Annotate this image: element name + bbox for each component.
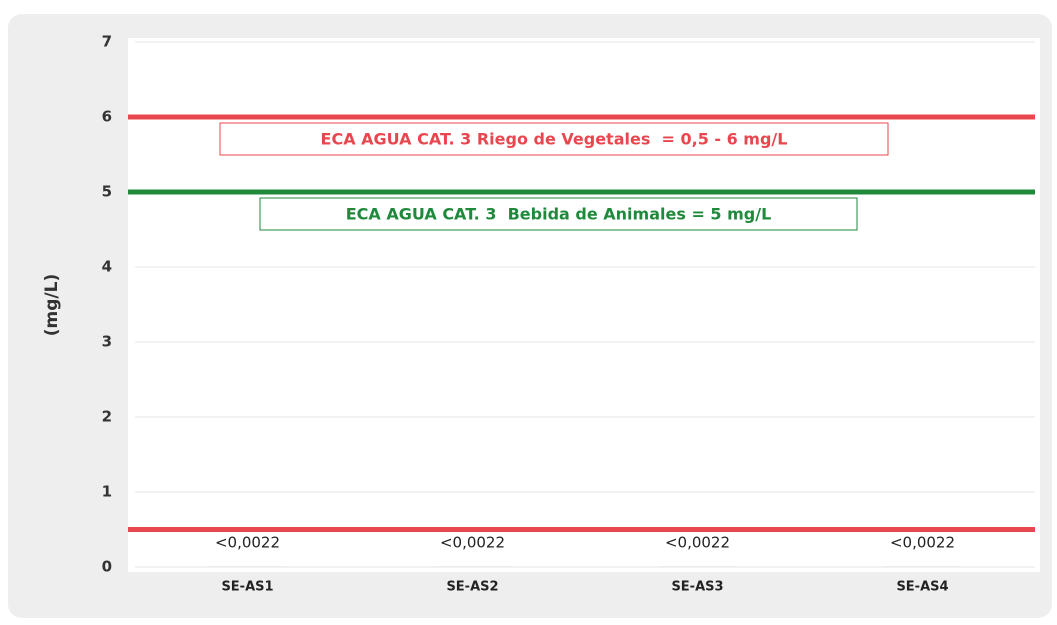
- annotation-box: [219, 122, 889, 156]
- value-label: <0,0022: [890, 533, 955, 551]
- value-label: <0,0022: [215, 533, 280, 551]
- y-tick-label: 6: [102, 108, 112, 126]
- x-tick-label: SE-AS1: [221, 580, 273, 595]
- y-tick-label: 1: [102, 483, 112, 501]
- y-tick-label: 5: [102, 183, 112, 201]
- annotation: ECA AGUA CAT. 3 Riego de Vegetales = 0,5…: [321, 130, 788, 149]
- x-tick-label: SE-AS3: [671, 580, 723, 595]
- value-label: <0,0022: [665, 533, 730, 551]
- y-tick-label: 0: [102, 558, 112, 576]
- y-tick-label: 7: [102, 33, 112, 51]
- annotation: ECA AGUA CAT. 3 Bebida de Animales = 5 m…: [346, 205, 772, 224]
- x-tick-label: SE-AS2: [446, 580, 498, 595]
- y-tick-label: 3: [102, 333, 112, 351]
- y-tick-label: 2: [102, 408, 112, 426]
- x-tick-label: SE-AS4: [896, 580, 948, 595]
- y-tick-label: 4: [102, 258, 112, 276]
- y-axis-label: (mg/L): [42, 274, 62, 336]
- value-label: <0,0022: [440, 533, 505, 551]
- annotation-box: [259, 197, 858, 231]
